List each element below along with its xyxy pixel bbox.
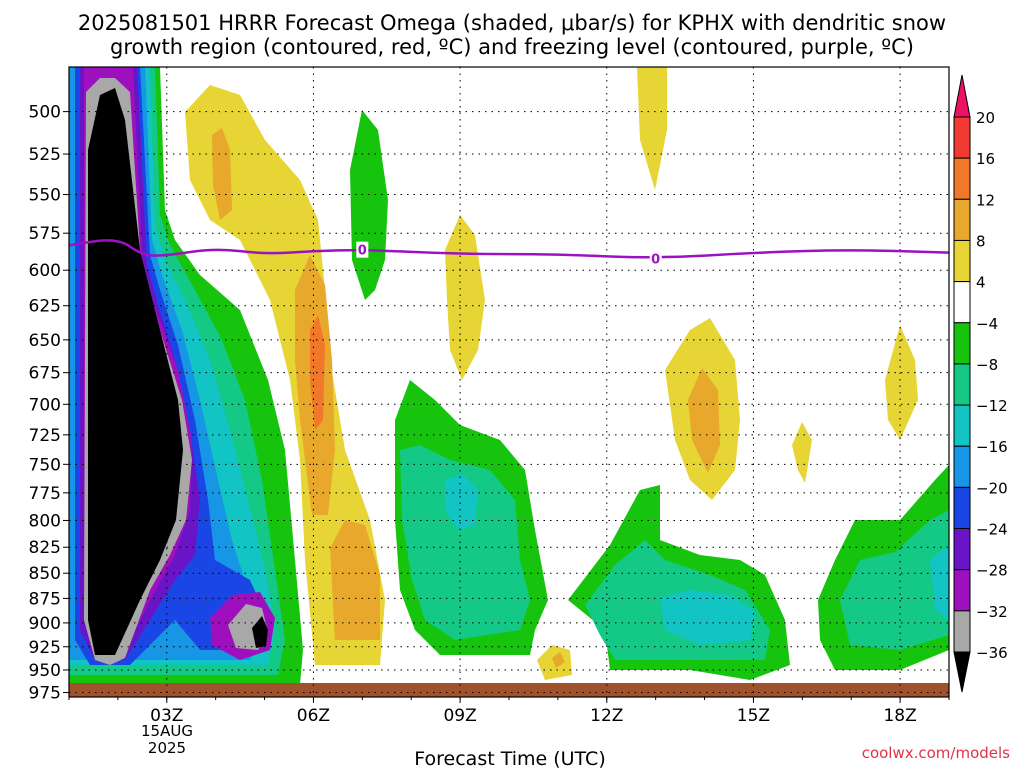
colorbar-label: 16 bbox=[976, 150, 995, 168]
x-date-line1: 15AUG bbox=[141, 722, 193, 740]
colorbar-bottom-arrow bbox=[953, 651, 971, 693]
freezing-level-labels: 00 bbox=[356, 241, 662, 268]
omega-contour-minus36-small bbox=[252, 616, 268, 648]
colorbar-label: 8 bbox=[976, 232, 986, 250]
colorbar-swatch bbox=[953, 610, 971, 653]
grid-lines bbox=[69, 67, 949, 697]
colorbar-swatch bbox=[953, 363, 971, 406]
freezing-label-bg bbox=[649, 250, 662, 267]
freezing-label-bg bbox=[356, 241, 369, 258]
colorbar-label: −24 bbox=[976, 521, 1008, 539]
omega-contour-plus8-14z bbox=[688, 368, 720, 473]
y-tick-label: 725 bbox=[29, 426, 61, 446]
y-tick-label: 675 bbox=[29, 364, 61, 384]
colorbar-swatch bbox=[953, 281, 971, 324]
x-tick-label: 06Z bbox=[297, 706, 330, 726]
y-axis: 500 525 550 575 600 625 650 675 700 725 750 775 800 8… bbox=[29, 103, 69, 704]
x-tick-label: 12Z bbox=[590, 706, 623, 726]
omega-contour-plus4-18z bbox=[885, 325, 918, 440]
freezing-level-label: 0 bbox=[651, 253, 660, 268]
x-tick-label: 18Z bbox=[883, 706, 916, 726]
colorbar-label: 20 bbox=[976, 109, 995, 127]
colorbar-swatch bbox=[953, 239, 971, 283]
y-tick-label: 825 bbox=[29, 538, 61, 558]
x-tick-label: 03Z bbox=[150, 706, 183, 726]
y-tick-label: 700 bbox=[29, 395, 61, 415]
omega-contour-minus8-center bbox=[400, 445, 530, 640]
y-tick-label: 775 bbox=[29, 484, 61, 504]
omega-contour-minus8-se bbox=[840, 510, 949, 650]
y-tick-label: 500 bbox=[29, 103, 61, 123]
omega-contour-plus8-11z bbox=[552, 652, 565, 668]
y-tick-label: 850 bbox=[29, 564, 61, 584]
omega-contour-minus12-east bbox=[660, 590, 755, 645]
colorbar-swatch bbox=[953, 528, 971, 571]
colorbar-label: −8 bbox=[976, 356, 998, 374]
omega-contour-plus8-band-c bbox=[330, 520, 380, 640]
x-tick-label: 09Z bbox=[443, 706, 476, 726]
x-tick-label: 15Z bbox=[737, 706, 770, 726]
y-tick-label: 900 bbox=[29, 614, 61, 634]
colorbar-swatch bbox=[953, 198, 971, 241]
y-tick-label: 575 bbox=[29, 224, 61, 244]
colorbar-swatch bbox=[953, 116, 971, 159]
omega-contour-plus4-09z bbox=[445, 215, 485, 380]
chart-title-line1: 2025081501 HRRR Forecast Omega (shaded, … bbox=[78, 11, 946, 35]
colorbar-swatch bbox=[953, 157, 971, 200]
x-axis: 03Z 06Z 09Z 12Z 15Z 18Z bbox=[68, 697, 950, 726]
colorbar-label: −4 bbox=[976, 315, 998, 333]
colorbar-swatch bbox=[953, 445, 971, 488]
y-tick-label: 550 bbox=[29, 186, 61, 206]
colorbar-swatch bbox=[953, 404, 971, 447]
y-tick-label: 750 bbox=[29, 455, 61, 475]
colorbar-swatch bbox=[953, 569, 971, 612]
omega-contour-plus4-16z bbox=[792, 422, 812, 483]
y-tick-label: 650 bbox=[29, 331, 61, 351]
omega-contour-minus36-core bbox=[88, 88, 183, 655]
omega-contour-plus4-13z-top bbox=[637, 67, 667, 190]
y-tick-label: 875 bbox=[29, 589, 61, 609]
x-date-line2: 2025 bbox=[148, 739, 186, 757]
y-tick-label: 525 bbox=[29, 145, 61, 165]
colorbar-label: −36 bbox=[976, 644, 1008, 662]
colorbar-swatch bbox=[953, 486, 971, 530]
y-tick-label: 625 bbox=[29, 297, 61, 317]
y-tick-label: 975 bbox=[29, 684, 61, 704]
omega-contour-minus12-se bbox=[930, 545, 949, 620]
y-tick-label: 600 bbox=[29, 261, 61, 281]
omega-contour-plus4-band-a bbox=[185, 85, 385, 665]
y-tick-label: 950 bbox=[29, 661, 61, 681]
colorbar-label: −28 bbox=[976, 562, 1008, 580]
omega-contour-minus12-center bbox=[445, 474, 478, 530]
colorbar-label: −20 bbox=[976, 479, 1008, 497]
freezing-level-line bbox=[68, 239, 950, 259]
y-tick-label: 925 bbox=[29, 638, 61, 658]
colorbar-label: −32 bbox=[976, 603, 1008, 621]
x-axis-title: Forecast Time (UTC) bbox=[414, 748, 605, 768]
colorbar-label: 4 bbox=[976, 274, 986, 292]
colorbar-label: 12 bbox=[976, 191, 995, 209]
colorbar-top-arrow bbox=[953, 74, 971, 118]
colorbar: 20 16 12 8 4 −4 −8 −12 −16 −20 −24 −28 −32 −36 bbox=[953, 74, 1008, 693]
watermark: coolwx.com/models bbox=[862, 744, 1010, 762]
colorbar-swatch bbox=[953, 322, 971, 365]
y-tick-label: 800 bbox=[29, 511, 61, 531]
terrain-strip bbox=[69, 683, 949, 697]
omega-contour-plus8-band-a bbox=[212, 128, 232, 220]
freezing-level-label: 0 bbox=[358, 244, 367, 259]
colorbar-label: −16 bbox=[976, 438, 1008, 456]
colorbar-label: −12 bbox=[976, 397, 1008, 415]
chart-title-line2: growth region (contoured, red, ºC) and f… bbox=[110, 35, 914, 59]
omega-shading bbox=[69, 67, 949, 697]
